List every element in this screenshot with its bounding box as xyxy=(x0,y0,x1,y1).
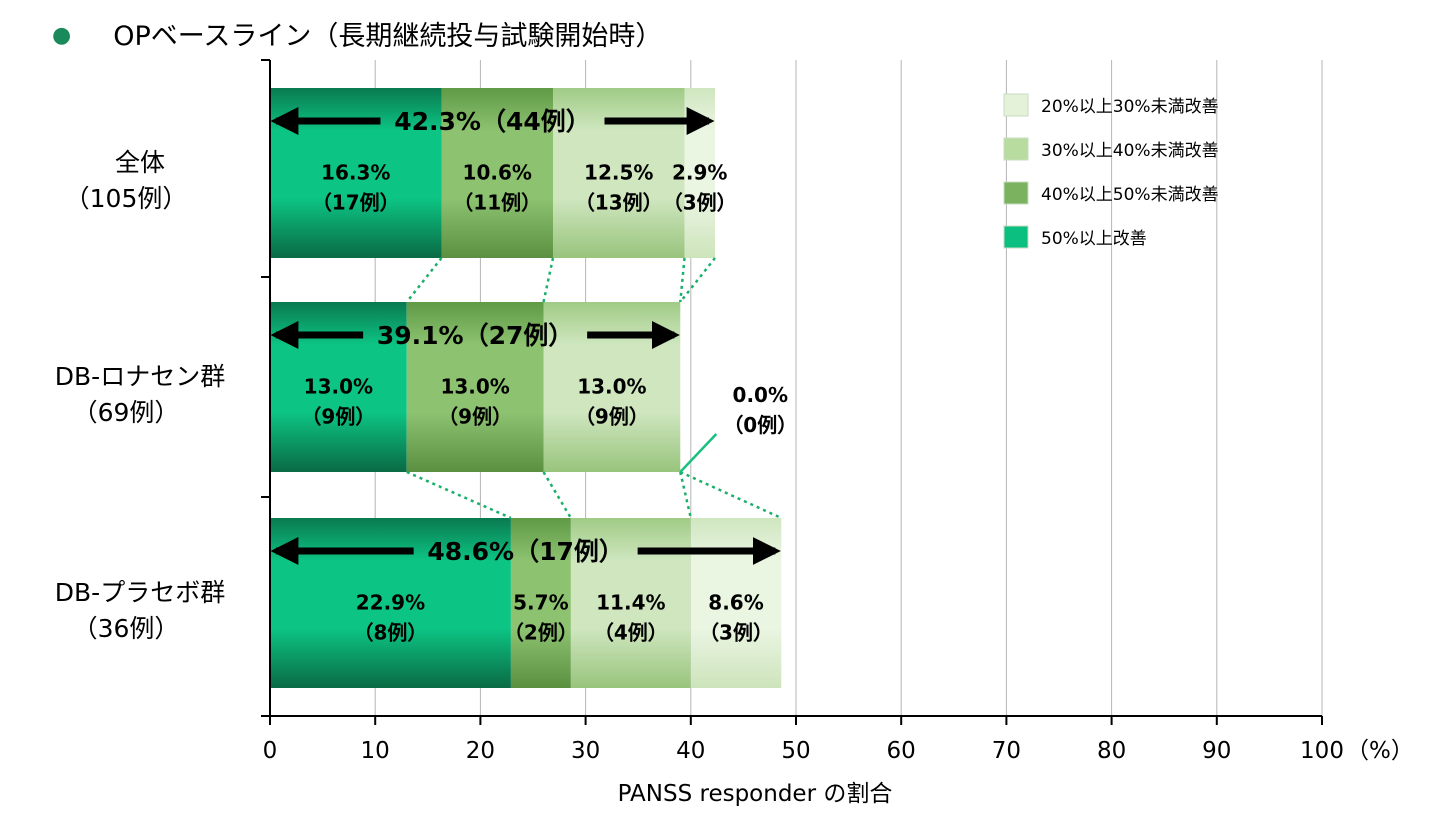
category-label: DB-ロナセン群 xyxy=(55,362,225,391)
bar-segment xyxy=(270,88,442,258)
x-tick-label: 20 xyxy=(466,738,495,764)
segment-n-label: （4例） xyxy=(594,621,668,645)
segment-n-label: （3例） xyxy=(663,191,737,215)
category-n-label: （36例） xyxy=(73,614,180,643)
segment-pct-label: 16.3% xyxy=(321,161,390,185)
segment-n-label: （9例） xyxy=(301,405,375,429)
legend-label: 20%以上30%未満改善 xyxy=(1041,97,1219,117)
legend-swatch xyxy=(1003,181,1029,205)
bullet-icon: ● xyxy=(52,23,72,48)
segment-n-label: （2例） xyxy=(504,621,578,645)
x-axis-title: PANSS responder の割合 xyxy=(618,781,893,807)
legend-swatch xyxy=(1003,137,1029,161)
category-n-label: （69例） xyxy=(73,398,180,427)
segment-pct-label: 12.5% xyxy=(584,161,653,185)
x-tick-label: 60 xyxy=(887,738,916,764)
legend-label: 40%以上50%未満改善 xyxy=(1041,185,1219,205)
x-tick-label: 30 xyxy=(571,738,600,764)
callout-line xyxy=(679,433,718,473)
segment-n-label: （11例） xyxy=(453,191,541,215)
segment-n-label: （8例） xyxy=(353,621,427,645)
connector-line xyxy=(679,471,693,519)
axes: 全体 （105例） DB-ロナセン群 （69例） DB-プラセボ群 （36例） 0 10 20 3… xyxy=(55,59,1414,807)
bar-segment xyxy=(552,88,685,258)
segment-labels: 16.3% （17例） 10.6% （11例） 12.5% （13例） 2.9% （3例） 42… xyxy=(270,107,797,645)
connector-line xyxy=(406,470,512,520)
page-title: OPベースライン（長期継続投与試験開始時） xyxy=(113,21,663,52)
segment-pct-label: 2.9% xyxy=(672,161,727,185)
total-label: 39.1%（27例） xyxy=(377,321,574,350)
legend-label: 30%以上40%未満改善 xyxy=(1041,141,1219,161)
category-label: DB-プラセボ群 xyxy=(55,578,225,607)
category-n-label: （105例） xyxy=(65,184,188,213)
connector-line xyxy=(679,257,686,303)
x-tick-label: 80 xyxy=(1097,738,1126,764)
bar-segment xyxy=(510,518,571,688)
segment-n-label: （9例） xyxy=(575,405,649,429)
x-tick-label: 100 xyxy=(1300,738,1344,764)
category-label: 全体 xyxy=(115,148,165,177)
connector-line xyxy=(679,470,782,520)
segment-n-label: （0例） xyxy=(723,413,797,437)
segment-pct-label: 11.4% xyxy=(596,591,665,615)
x-tick-label: 70 xyxy=(992,738,1021,764)
segment-n-label: （13例） xyxy=(575,191,663,215)
total-label: 48.6%（17例） xyxy=(427,537,624,566)
legend-swatch xyxy=(1003,225,1029,249)
bar-segment xyxy=(270,518,511,688)
bar-segment xyxy=(570,518,691,688)
segment-pct-label: 22.9% xyxy=(356,591,425,615)
segment-pct-label: 0.0% xyxy=(733,383,788,407)
page-title-row: ● OPベースライン（長期継続投与試験開始時） xyxy=(52,14,662,53)
segment-n-label: （17例） xyxy=(312,191,400,215)
x-tick-label: 10 xyxy=(361,738,390,764)
segment-pct-label: 13.0% xyxy=(440,375,509,399)
segment-pct-label: 13.0% xyxy=(577,375,646,399)
connector-line xyxy=(542,471,572,519)
legend-swatch xyxy=(1003,93,1029,117)
legend: 20%以上30%未満改善 30%以上40%未満改善 40%以上50%未満改善 50%以… xyxy=(1003,93,1219,249)
connectors xyxy=(405,257,782,520)
connector-line xyxy=(679,257,716,303)
bar-segment xyxy=(441,88,553,258)
connector-line xyxy=(405,257,443,303)
segment-pct-label: 13.0% xyxy=(304,375,373,399)
segment-pct-label: 5.7% xyxy=(513,591,568,615)
bar-segment xyxy=(406,302,544,472)
connector-line xyxy=(542,257,555,303)
x-unit-label: （%） xyxy=(1346,738,1414,764)
x-tick-label: 40 xyxy=(676,738,705,764)
x-tick-label: 90 xyxy=(1202,738,1231,764)
legend-label: 50%以上改善 xyxy=(1041,229,1147,249)
segment-n-label: （9例） xyxy=(438,405,512,429)
x-tick-label: 0 xyxy=(263,738,278,764)
x-tick-label: 50 xyxy=(781,738,810,764)
segment-pct-label: 8.6% xyxy=(708,591,763,615)
segment-pct-label: 10.6% xyxy=(463,161,532,185)
segment-n-label: （3例） xyxy=(699,621,773,645)
total-label: 42.3%（44例） xyxy=(394,107,591,136)
